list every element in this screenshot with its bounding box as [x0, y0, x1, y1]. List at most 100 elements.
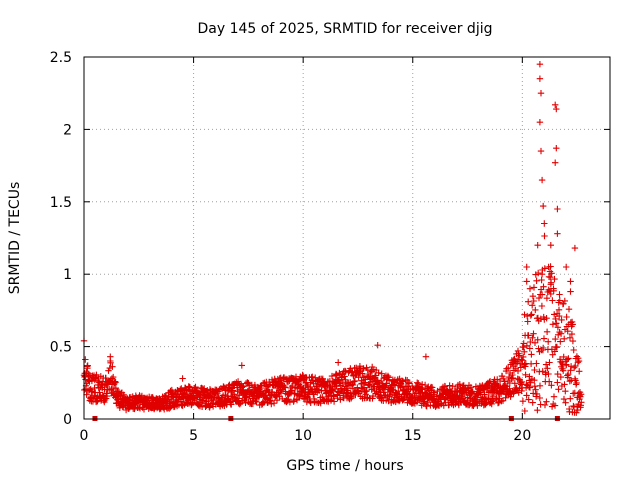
data-point [553, 320, 560, 327]
data-point [107, 353, 114, 360]
data-point [336, 369, 343, 377]
data-point [525, 332, 532, 339]
data-point [108, 375, 116, 382]
data-point [551, 402, 559, 409]
data-points [80, 61, 585, 416]
data-point [552, 159, 559, 166]
data-point [317, 400, 324, 407]
data-point [544, 365, 551, 372]
data-point [384, 372, 392, 380]
data-point [552, 335, 559, 343]
data-point [547, 242, 554, 249]
data-point [91, 376, 98, 384]
data-point [543, 328, 551, 335]
x-tick-label: 0 [80, 428, 89, 444]
data-point [560, 300, 567, 307]
data-point [530, 297, 537, 305]
data-point [101, 396, 109, 404]
data-point [529, 334, 536, 341]
data-point [374, 377, 381, 384]
data-point [536, 119, 544, 126]
data-point [527, 379, 534, 386]
data-point [561, 297, 568, 305]
data-point [546, 359, 553, 366]
data-point [555, 306, 563, 313]
chart-title: Day 145 of 2025, SRMTID for receiver dji… [198, 21, 493, 37]
data-point [302, 389, 309, 397]
data-point [568, 330, 576, 338]
data-point [561, 335, 568, 342]
data-point [562, 388, 569, 395]
data-point [541, 220, 548, 227]
data-point [300, 384, 307, 392]
data-point [525, 298, 532, 305]
data-point [538, 271, 546, 278]
data-point [509, 374, 517, 382]
data-point [560, 353, 567, 361]
data-point [385, 377, 393, 384]
data-point [452, 388, 460, 395]
data-point [327, 397, 335, 404]
data-point [270, 400, 278, 407]
data-point [526, 285, 534, 292]
data-point [309, 373, 316, 380]
data-point [360, 365, 367, 372]
data-point [551, 348, 558, 355]
data-point [185, 383, 192, 390]
data-point [520, 353, 527, 361]
data-point [486, 378, 494, 385]
data-point [395, 387, 402, 395]
x-tick-label: 10 [294, 428, 312, 444]
data-point [561, 381, 568, 388]
data-point [88, 387, 95, 395]
data-point [521, 407, 528, 415]
data-point [490, 397, 497, 404]
data-point [555, 386, 562, 393]
data-point [551, 275, 558, 283]
data-point [557, 330, 565, 337]
data-point [555, 331, 562, 338]
x-tick-label: 5 [189, 428, 198, 444]
data-point [493, 394, 500, 402]
data-point [522, 371, 529, 378]
data-point [102, 374, 109, 382]
data-point [552, 101, 559, 108]
data-point [374, 342, 381, 349]
data-point [540, 283, 547, 290]
data-point [554, 324, 562, 331]
data-point [216, 386, 223, 393]
data-point [545, 263, 552, 271]
data-point [291, 390, 299, 397]
data-point [540, 335, 548, 342]
data-point [268, 376, 276, 383]
data-point [545, 338, 552, 345]
data-point [293, 396, 301, 404]
data-point [548, 382, 555, 389]
data-point [516, 360, 524, 367]
data-point [535, 294, 543, 302]
data-point [571, 244, 579, 252]
x-tick-label: 20 [513, 428, 531, 444]
data-point [533, 390, 541, 398]
data-point [528, 351, 535, 358]
data-point [531, 366, 538, 374]
data-point [576, 368, 583, 375]
data-point [530, 330, 537, 337]
y-tick-label: 0 [63, 412, 72, 428]
data-point [535, 269, 542, 277]
data-point [542, 361, 550, 368]
data-point [238, 362, 245, 369]
data-point [553, 105, 560, 113]
data-point [550, 393, 558, 400]
data-point [499, 373, 506, 380]
data-point [538, 176, 546, 184]
data-point [529, 399, 536, 406]
data-point [529, 302, 536, 309]
y-axis-label: SRMTID / TECUs [7, 182, 23, 295]
data-point [281, 384, 289, 391]
data-point [532, 386, 539, 393]
data-point [85, 370, 92, 377]
x-tick-labels: 0 5 10 15 20 [80, 428, 532, 444]
data-point [366, 382, 373, 389]
